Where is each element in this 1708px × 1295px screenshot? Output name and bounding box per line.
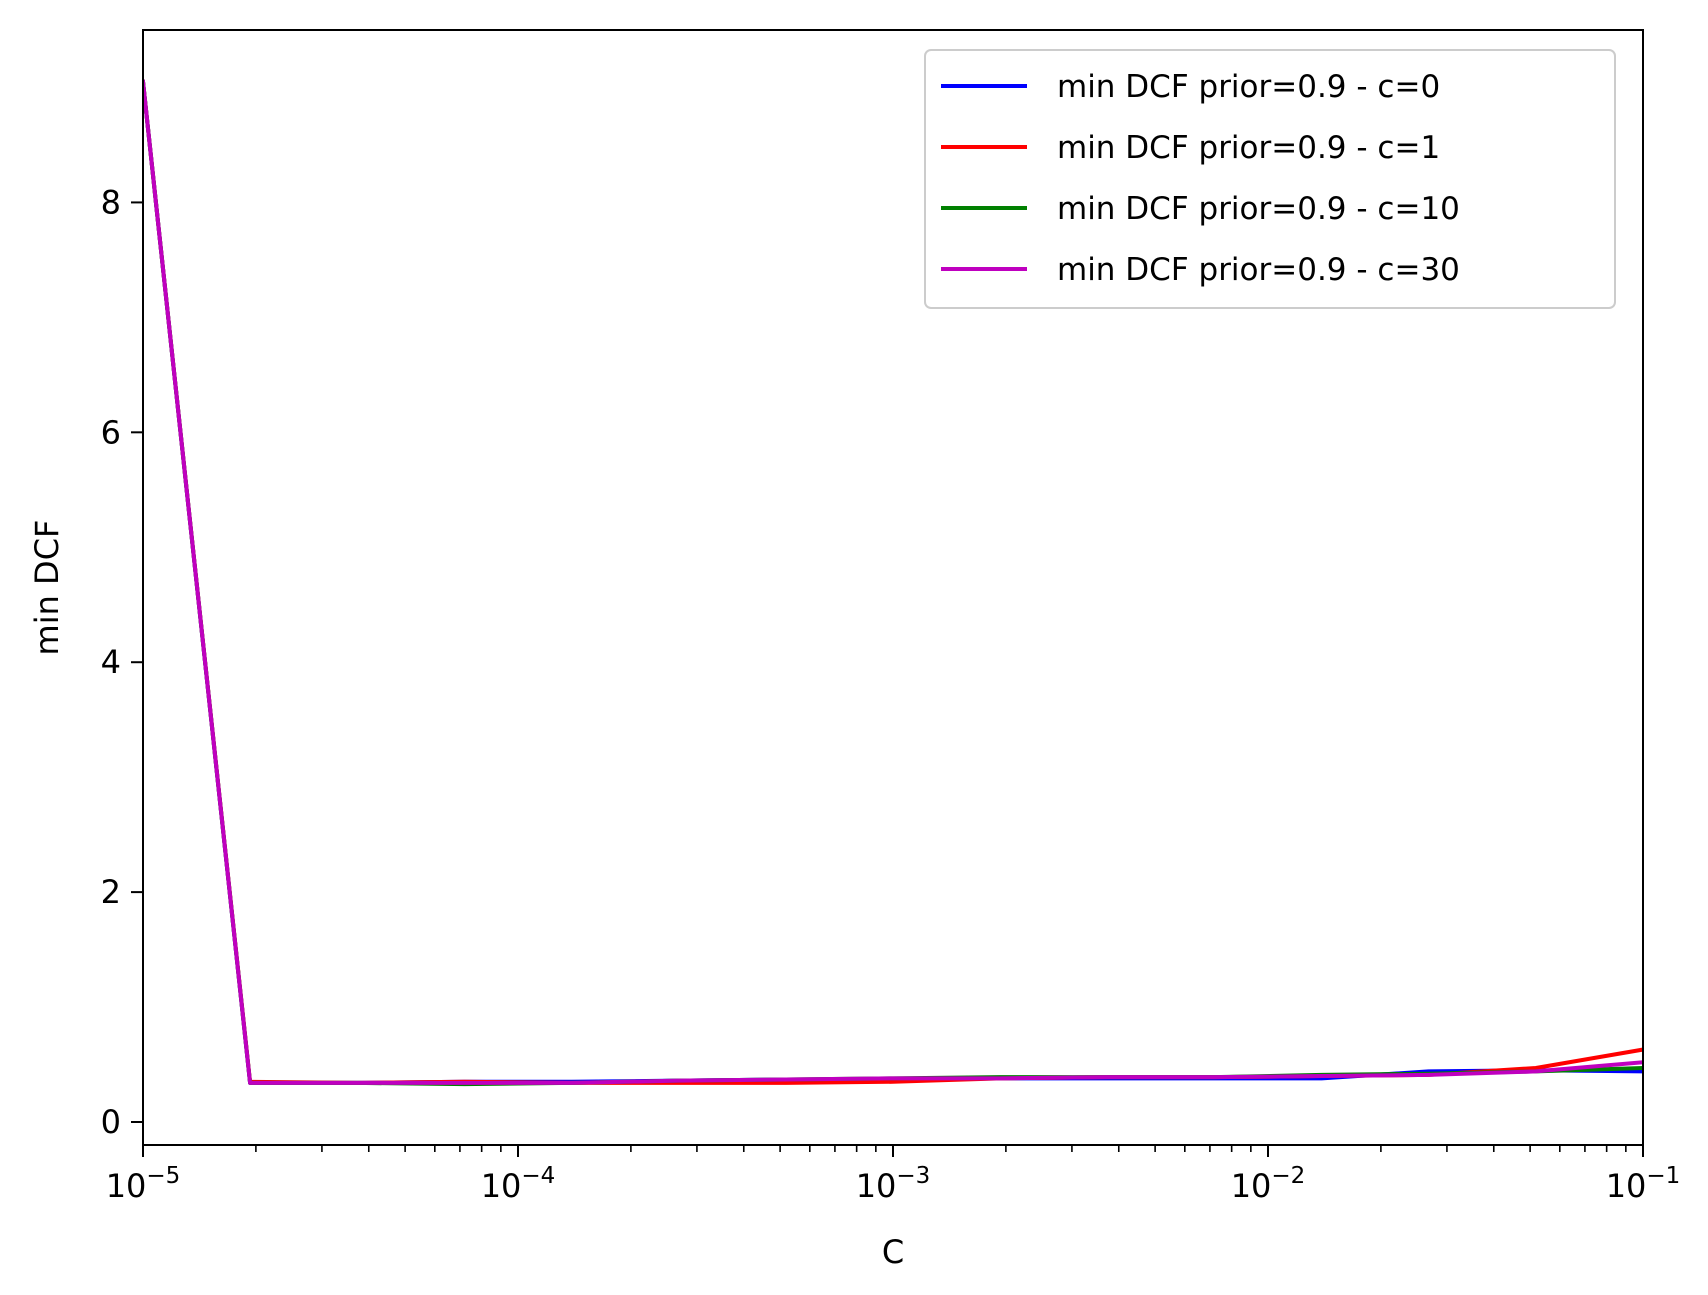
legend-label-2: min DCF prior=0.9 - c=10 — [1057, 191, 1460, 227]
legend-label-1: min DCF prior=0.9 - c=1 — [1057, 130, 1440, 166]
x-tick-label: 10−4 — [481, 1163, 556, 1205]
legend-label-0: min DCF prior=0.9 - c=0 — [1057, 69, 1440, 105]
y-tick-label: 6 — [101, 413, 121, 451]
legend-label-3: min DCF prior=0.9 - c=30 — [1057, 252, 1460, 288]
y-tick-label: 0 — [101, 1103, 121, 1141]
x-tick-label: 10−2 — [1231, 1163, 1306, 1205]
y-tick-label: 8 — [101, 183, 121, 221]
x-tick-label: 10−1 — [1606, 1163, 1681, 1205]
x-tick-label: 10−5 — [106, 1163, 181, 1205]
axes-layer: 10−5 10−4 10−3 10−2 10−1 0 2 4 6 8 — [101, 29, 1681, 1205]
series-line-3 — [143, 79, 1643, 1085]
x-axis-label: C — [882, 1233, 904, 1271]
legend-box — [924, 49, 1616, 309]
y-tick-label: 4 — [101, 643, 121, 681]
y-axis-label: min DCF — [28, 520, 66, 656]
y-tick-label: 2 — [101, 873, 121, 911]
series-layer — [143, 79, 1643, 1087]
x-tick-label: 10−3 — [856, 1163, 931, 1205]
legend: min DCF prior=0.9 - c=0 min DCF prior=0.9… — [924, 49, 1616, 309]
